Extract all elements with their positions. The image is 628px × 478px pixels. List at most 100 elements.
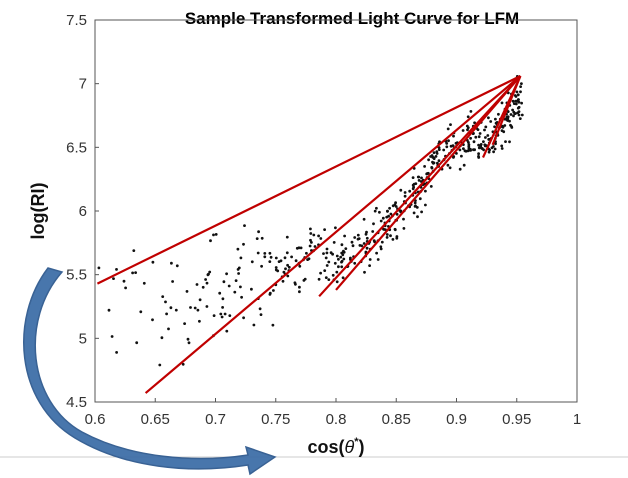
data-point — [362, 242, 366, 245]
data-point — [494, 142, 497, 146]
x-tick-label: 0.85 — [382, 411, 411, 428]
data-point — [467, 146, 471, 150]
x-tick-label: 0.8 — [326, 411, 347, 428]
data-point — [170, 261, 173, 265]
data-point — [325, 264, 329, 267]
data-point — [356, 233, 360, 237]
data-point — [286, 263, 289, 267]
data-point — [486, 134, 490, 137]
data-point — [142, 281, 146, 285]
data-point — [403, 194, 407, 198]
data-point — [426, 171, 430, 175]
chart-title: Sample Transformed Light Curve for LFM — [185, 9, 519, 28]
data-point — [466, 126, 470, 129]
data-point — [391, 238, 395, 241]
data-point — [198, 319, 201, 323]
data-point — [239, 256, 243, 260]
data-point — [333, 261, 337, 265]
data-point — [484, 136, 487, 139]
data-point — [393, 227, 397, 231]
data-point — [514, 99, 518, 103]
data-point — [169, 306, 173, 310]
data-point — [132, 249, 136, 253]
data-point — [458, 148, 462, 152]
data-point — [221, 297, 225, 301]
data-point — [413, 205, 417, 208]
data-point — [417, 179, 421, 182]
data-point — [514, 112, 517, 115]
data-point — [219, 312, 223, 316]
data-point — [412, 185, 415, 189]
data-point — [412, 211, 416, 215]
x-tick-label: 0.75 — [261, 411, 290, 428]
data-point — [298, 290, 301, 294]
data-point — [469, 110, 473, 113]
y-tick-label: 4.5 — [66, 394, 87, 411]
data-point — [429, 185, 433, 188]
data-point — [517, 113, 521, 117]
trend-line — [318, 75, 522, 298]
data-point — [332, 241, 336, 244]
data-point — [160, 336, 164, 340]
data-point — [372, 222, 375, 226]
y-axis-ticks: 4.5 5 5.5 6 6.5 7 7.5 — [66, 12, 99, 411]
data-point — [164, 300, 167, 304]
data-point — [285, 251, 289, 255]
data-point — [368, 264, 371, 267]
data-point — [287, 265, 291, 269]
data-point — [313, 245, 317, 248]
data-point — [250, 287, 253, 291]
data-point — [107, 308, 111, 312]
data-point — [477, 156, 481, 159]
data-point — [376, 258, 380, 261]
data-point — [516, 111, 520, 115]
x-tick-label: 0.65 — [141, 411, 170, 428]
data-point — [205, 305, 209, 308]
data-point — [487, 150, 491, 154]
data-point — [335, 270, 339, 274]
data-point — [493, 125, 496, 129]
data-point — [340, 265, 344, 269]
data-point — [340, 243, 344, 247]
data-point — [362, 217, 366, 221]
data-point — [214, 233, 218, 236]
data-point — [281, 279, 285, 283]
data-point — [381, 216, 385, 220]
data-point — [322, 252, 325, 256]
data-point — [341, 253, 345, 257]
data-point — [519, 85, 522, 88]
data-point — [394, 201, 397, 205]
data-point — [520, 113, 524, 117]
data-point — [399, 188, 403, 192]
data-point — [385, 236, 389, 239]
data-point — [309, 232, 313, 235]
data-point — [327, 260, 331, 264]
data-point — [434, 155, 438, 158]
data-point — [462, 147, 465, 151]
data-point — [185, 290, 189, 293]
data-point — [511, 99, 515, 103]
curved-arrow-icon — [23, 267, 277, 476]
data-point — [371, 230, 375, 233]
data-point — [220, 315, 224, 319]
data-point — [209, 239, 212, 243]
y-tick-label: 6.5 — [66, 139, 87, 156]
data-point — [437, 148, 441, 152]
data-point — [497, 112, 500, 116]
data-point — [256, 251, 260, 255]
data-point — [423, 165, 426, 168]
data-point — [509, 113, 513, 116]
y-tick-label: 6 — [79, 203, 87, 220]
data-point — [324, 276, 328, 279]
data-point — [489, 120, 493, 123]
data-point — [324, 256, 328, 260]
data-point — [420, 210, 423, 214]
data-point — [139, 310, 143, 314]
data-point — [325, 247, 329, 251]
data-point — [189, 306, 192, 309]
data-point — [505, 115, 509, 119]
y-tick-label: 7.5 — [66, 12, 87, 29]
y-tick-label: 5.5 — [66, 267, 87, 284]
data-point — [473, 148, 476, 152]
